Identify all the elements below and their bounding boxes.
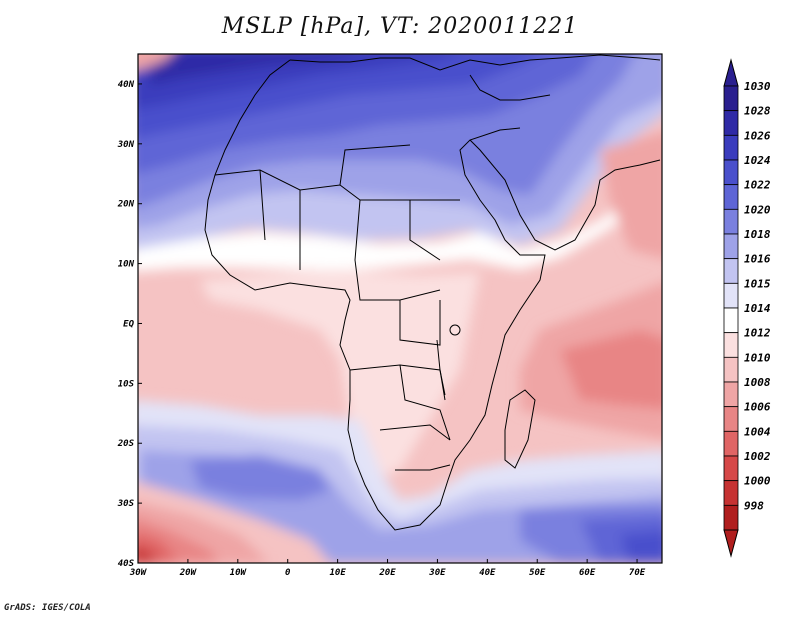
colorbar-label: 1028 <box>744 105 771 118</box>
lon-label: 20W <box>179 568 198 578</box>
pressure-field <box>138 54 662 563</box>
lon-label: 50E <box>529 568 546 578</box>
colorbar-swatch <box>723 480 739 506</box>
map-title: MSLP [hPa], VT: 2020011221 <box>221 14 579 39</box>
colorbar-top-arrow <box>723 58 739 87</box>
colorbar-swatch <box>723 455 739 482</box>
lon-label: 0 <box>285 568 291 578</box>
colorbar-swatch <box>723 110 739 136</box>
colorbar-label: 1024 <box>744 154 771 167</box>
colorbar-label: 1004 <box>744 425 771 438</box>
colorbar-swatch <box>723 282 739 309</box>
lon-label: 10E <box>329 568 346 578</box>
lon-label: 30W <box>129 568 148 578</box>
lon-label: 30E <box>428 568 446 578</box>
colorbar-label: 1015 <box>744 277 771 290</box>
colorbar-swatch <box>723 381 739 408</box>
colorbar-bottom-arrow <box>723 529 739 558</box>
lat-label: EQ <box>123 319 134 329</box>
colorbar-swatch <box>723 406 739 432</box>
colorbar-label: 1006 <box>744 401 771 414</box>
lon-label: 20E <box>378 568 396 578</box>
lon-label: 70E <box>629 568 646 578</box>
lat-label: 20S <box>117 439 135 449</box>
colorbar-label: 1000 <box>744 475 771 488</box>
colorbar-label: 1026 <box>744 129 771 142</box>
lat-label: 40S <box>118 559 135 569</box>
colorbar-swatch <box>723 85 739 112</box>
lat-label: 20N <box>117 200 135 210</box>
colorbar-swatch <box>723 430 739 457</box>
lon-label: 60E <box>579 568 596 578</box>
colorbar-label: 1012 <box>744 327 771 340</box>
colorbar-swatch <box>723 356 739 383</box>
colorbar-label: 1008 <box>744 376 771 389</box>
lon-label: 40E <box>479 568 496 578</box>
colorbar-label: 1002 <box>744 450 771 463</box>
colorbar-label: 1022 <box>744 179 771 192</box>
colorbar-swatch <box>723 134 739 161</box>
colorbar-swatch <box>723 159 739 186</box>
colorbar-label: 1030 <box>744 80 771 93</box>
colorbar-swatch <box>723 233 739 260</box>
colorbar-swatch <box>723 332 739 358</box>
plot-frame <box>137 53 663 564</box>
colorbar-legend: 1030 1028 1026 1024 1022 1020 1018 1016 1015 1014… <box>723 58 771 558</box>
colorbar-swatch <box>723 307 739 334</box>
colorbar-label: 1016 <box>744 253 771 266</box>
lon-label: 10W <box>230 568 248 578</box>
colorbar-label: 1020 <box>744 203 771 216</box>
colorbar-swatch <box>723 208 739 235</box>
coastlines <box>204 54 661 531</box>
lat-label: 30N <box>117 140 135 150</box>
lat-label: 10S <box>118 379 135 389</box>
colorbar-swatch <box>723 504 739 531</box>
colorbar-label: 998 <box>744 499 764 512</box>
colorbar-label: 1018 <box>744 228 771 241</box>
colorbar-swatch <box>723 184 739 210</box>
lat-label: 30S <box>117 499 135 509</box>
lat-label: 10N <box>118 260 135 270</box>
colorbar-label: 1010 <box>744 351 771 364</box>
colorbar-swatch <box>723 258 739 284</box>
footer-credit: GrADS: IGES/COLA <box>4 603 91 613</box>
lat-label: 40N <box>118 80 135 90</box>
colorbar-label: 1014 <box>744 302 771 315</box>
